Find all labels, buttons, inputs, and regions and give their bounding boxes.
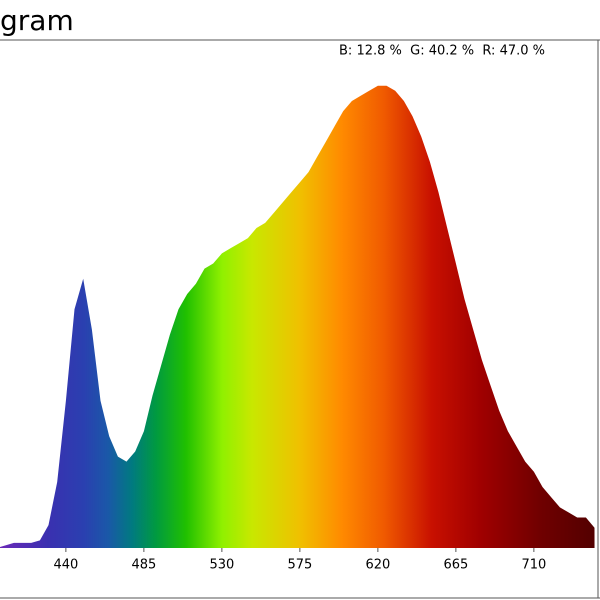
x-tick-label: 530 [209,558,234,573]
chart-title: gram [0,4,74,37]
annotation: B: 12.8 % G: 40.2 % R: 47.0 % [339,44,545,59]
x-tick-label: 575 [287,558,312,573]
x-tick-label: 665 [443,558,468,573]
x-tick-label: 485 [131,558,156,573]
x-tick-label: 440 [53,558,78,573]
x-tick-label: 620 [365,558,390,573]
x-tick-label: 710 [521,558,546,573]
spectrum-area [0,85,595,548]
